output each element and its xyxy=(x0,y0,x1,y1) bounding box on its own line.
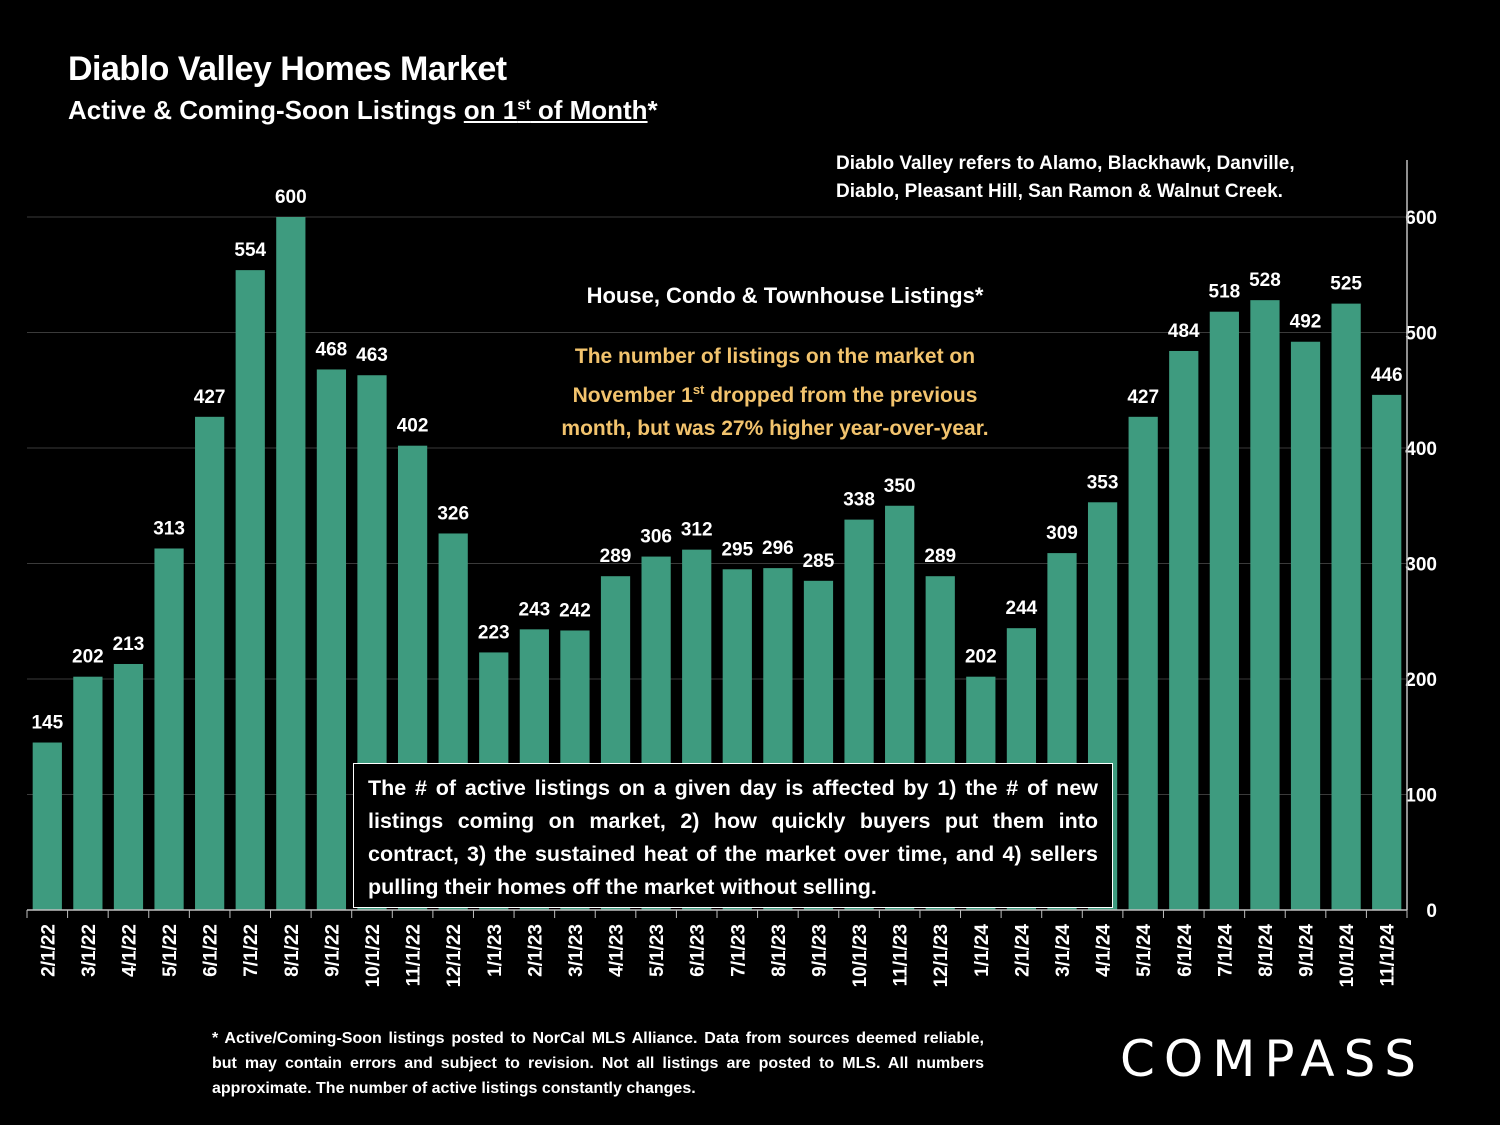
bar-value-label: 492 xyxy=(1290,312,1322,333)
x-tick-label: 3/1/22 xyxy=(79,924,100,977)
bar-value-label: 306 xyxy=(640,527,672,548)
bar xyxy=(32,742,62,910)
y-tick-label: 400 xyxy=(1405,439,1437,460)
bar xyxy=(1209,311,1239,911)
chart-title: Diablo Valley Homes Market xyxy=(68,50,507,88)
y-tick-label: 0 xyxy=(1426,901,1437,922)
bar xyxy=(1128,416,1158,910)
bar-value-label: 295 xyxy=(721,539,753,560)
highlight-note: The number of listings on the market on … xyxy=(561,345,989,440)
bar-value-label: 528 xyxy=(1249,270,1281,291)
bar xyxy=(1250,300,1280,910)
bar-value-label: 402 xyxy=(397,416,429,437)
bar xyxy=(195,416,225,910)
x-tick-label: 10/1/24 xyxy=(1337,924,1358,988)
bar-value-label: 446 xyxy=(1371,365,1403,386)
bar-value-label: 285 xyxy=(803,551,835,572)
x-tick-label: 1/1/23 xyxy=(485,924,506,977)
bar-value-label: 554 xyxy=(234,240,266,261)
x-tick-label: 4/1/22 xyxy=(119,924,140,977)
bar xyxy=(1169,350,1199,911)
bar xyxy=(1331,303,1361,910)
bar-value-label: 312 xyxy=(681,520,713,541)
x-tick-label: 12/1/23 xyxy=(931,924,952,987)
compass-logo: COMPASS xyxy=(1120,1030,1426,1088)
bar xyxy=(235,270,265,910)
bar-value-label: 223 xyxy=(478,622,510,643)
x-tick-label: 7/1/24 xyxy=(1215,924,1236,977)
bar-value-label: 202 xyxy=(965,647,997,668)
x-tick-label: 8/1/23 xyxy=(769,924,790,977)
x-tick-label: 6/1/24 xyxy=(1175,924,1196,977)
bar xyxy=(154,548,184,910)
y-tick-label: 500 xyxy=(1405,324,1437,345)
x-tick-label: 9/1/24 xyxy=(1297,924,1318,977)
x-tick-label: 11/1/22 xyxy=(404,924,425,986)
bar-value-label: 309 xyxy=(1046,523,1078,544)
x-tick-label: 2/1/22 xyxy=(38,924,59,977)
y-tick-label: 600 xyxy=(1405,208,1437,229)
bar-value-label: 213 xyxy=(113,634,145,655)
bar-value-label: 296 xyxy=(762,538,794,559)
x-tick-label: 2/1/24 xyxy=(1012,924,1033,977)
bar-value-label: 242 xyxy=(559,600,591,621)
x-tick-label: 9/1/23 xyxy=(809,924,830,977)
bar-value-label: 243 xyxy=(519,599,551,620)
y-tick-label: 300 xyxy=(1405,555,1437,576)
x-tick-label: 4/1/24 xyxy=(1094,924,1115,977)
x-tick-label: 2/1/23 xyxy=(525,924,546,977)
x-tick-label: 11/1/24 xyxy=(1378,924,1399,987)
bar xyxy=(1290,341,1321,910)
x-tick-label: 8/1/22 xyxy=(282,924,303,977)
bar-value-label: 289 xyxy=(600,546,632,567)
bar-value-label: 313 xyxy=(153,518,185,539)
x-tick-label: 4/1/23 xyxy=(607,924,628,977)
bar-value-label: 484 xyxy=(1168,321,1200,342)
x-tick-label: 8/1/24 xyxy=(1256,924,1277,977)
bar-value-label: 145 xyxy=(31,713,63,734)
bar-value-label: 518 xyxy=(1209,282,1241,303)
bar-value-label: 600 xyxy=(275,187,307,208)
y-tick-label: 200 xyxy=(1405,670,1437,691)
section-title: House, Condo & Townhouse Listings* xyxy=(586,283,984,308)
explanation-box: The # of active listings on a given day … xyxy=(353,763,1113,908)
x-tick-label: 5/1/23 xyxy=(647,924,668,977)
bar-value-label: 525 xyxy=(1330,274,1362,295)
chart-subtitle: Active & Coming-Soon Listings on 1st of … xyxy=(68,95,658,125)
y-tick-label: 100 xyxy=(1405,786,1437,807)
bar-value-label: 468 xyxy=(316,339,348,360)
bar xyxy=(316,369,347,911)
x-tick-label: 7/1/22 xyxy=(241,924,262,977)
x-tick-label: 10/1/22 xyxy=(363,924,384,987)
x-tick-label: 5/1/22 xyxy=(160,924,181,977)
x-tick-label: 3/1/24 xyxy=(1053,924,1074,977)
bar-value-label: 326 xyxy=(437,503,469,524)
x-tick-label: 5/1/24 xyxy=(1134,924,1155,977)
x-tick-label: 6/1/22 xyxy=(201,924,222,977)
bar-value-label: 338 xyxy=(843,490,875,511)
x-tick-label: 7/1/23 xyxy=(728,924,749,977)
x-tick-label: 11/1/23 xyxy=(891,924,912,986)
bar-value-label: 463 xyxy=(356,345,388,366)
bar-value-label: 244 xyxy=(1006,598,1038,619)
bar-value-label: 353 xyxy=(1087,472,1119,493)
x-tick-label: 10/1/23 xyxy=(850,924,871,987)
bar-value-label: 427 xyxy=(194,387,226,408)
area-note: Diablo Valley refers to Alamo, Blackhawk… xyxy=(836,153,1295,202)
footnote: * Active/Coming-Soon listings posted to … xyxy=(212,1030,984,1097)
x-tick-label: 3/1/23 xyxy=(566,924,587,977)
bar-value-label: 427 xyxy=(1127,387,1159,408)
x-tick-label: 6/1/23 xyxy=(688,924,709,977)
bar-value-label: 350 xyxy=(884,476,916,497)
bar-value-label: 202 xyxy=(72,647,104,668)
x-tick-label: 12/1/22 xyxy=(444,924,465,987)
bar xyxy=(1372,394,1402,910)
bar-value-label: 289 xyxy=(924,546,956,567)
bar xyxy=(276,217,306,910)
bar xyxy=(113,663,144,910)
bar xyxy=(73,676,103,910)
x-tick-label: 1/1/24 xyxy=(972,924,993,977)
x-tick-label: 9/1/22 xyxy=(322,924,343,977)
